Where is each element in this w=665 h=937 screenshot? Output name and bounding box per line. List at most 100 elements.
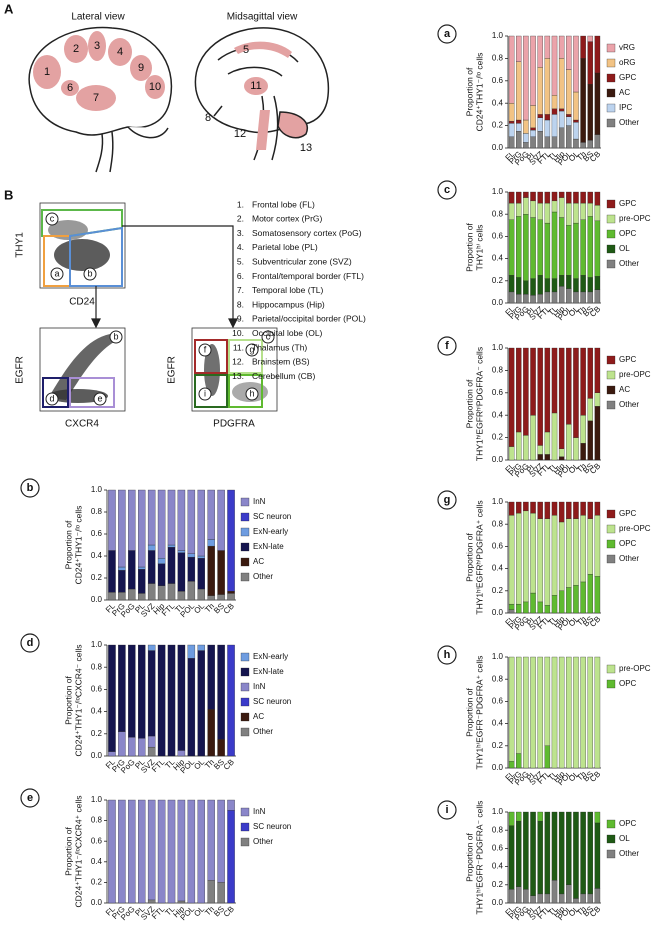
bar-segment (566, 347, 572, 425)
view-title: Lateral view (71, 12, 125, 23)
legend-label: InN (253, 497, 266, 506)
bar-segment (516, 656, 522, 754)
legend-label: ExN-late (253, 542, 284, 551)
bar-segment (580, 893, 586, 904)
bar-segment (147, 650, 156, 737)
bar-segment (530, 136, 536, 149)
legend-label: AC (253, 557, 264, 566)
bar-segment (587, 420, 593, 461)
bar-segment (537, 117, 543, 132)
legend-label: GPC (619, 509, 637, 518)
axis-label: EGFR (15, 356, 26, 384)
bar-segment (558, 58, 565, 109)
bar-segment (580, 347, 586, 416)
bar-segment (551, 95, 558, 109)
bar-segment (508, 825, 515, 890)
bar-segment (544, 222, 551, 279)
bar-segment (558, 286, 565, 304)
bar-segment (544, 501, 551, 519)
bar-segment (594, 822, 601, 889)
bar-segment (594, 392, 601, 407)
region-number: 4. (237, 242, 244, 252)
axis-label: PDGFRA (213, 419, 255, 430)
bar-segment (544, 278, 551, 293)
bar-segment (558, 110, 565, 128)
y-tick-label: 1.0 (91, 795, 103, 804)
bar-segment (594, 191, 601, 206)
legend-label: OL (619, 244, 630, 253)
legend-swatch (240, 697, 250, 707)
bar-segment (558, 811, 565, 895)
stacked-bar-chart: 0.0 0.2 0.4 0.6 0.8 1.0 Proportion of THY1ʰⁱ ce… (437, 180, 651, 322)
panel-circle (437, 336, 457, 356)
stacked-bar-chart: 0.0 0.2 0.4 0.6 0.8 1.0 Proportion of THY1ʰⁱEGF… (437, 800, 639, 922)
legend-label: Other (619, 849, 639, 858)
bar-segment (508, 219, 515, 276)
bar-segment (167, 544, 176, 548)
legend-swatch (240, 527, 250, 537)
y-tick-label: 0.8 (91, 662, 103, 671)
bar-segment (566, 656, 572, 769)
bar-segment (566, 884, 572, 904)
bar-segment (573, 122, 579, 140)
bar-segment (167, 644, 176, 757)
legend-swatch (240, 497, 250, 507)
legend-swatch (606, 509, 616, 519)
x-tick-label: CB (222, 905, 236, 919)
bar-segment (566, 125, 572, 149)
bar-segment (147, 583, 156, 601)
bar-segment (594, 501, 601, 516)
bar-segment (551, 191, 558, 202)
bar-segment (187, 658, 196, 757)
bar-segment (217, 799, 225, 883)
y-tick-label: 0.6 (91, 685, 103, 694)
bar-segment (227, 591, 235, 594)
legend-label: SC neuron (253, 512, 291, 521)
y-tick-label: 0.4 (492, 98, 504, 107)
bar-segment (580, 291, 586, 304)
panel-circle (437, 800, 457, 820)
bar-segment (516, 293, 522, 304)
region-name: Subventricular zone (SVZ) (252, 256, 352, 266)
region-number: 6 (67, 82, 73, 94)
bar-segment (587, 84, 593, 141)
bar-segment (508, 347, 515, 447)
legend-label: SC neuron (253, 697, 291, 706)
bar-segment (207, 595, 215, 601)
legend-swatch (606, 679, 616, 689)
bar-segment (558, 521, 565, 591)
y-axis-title: Proportion of (464, 688, 474, 737)
bar-segment (587, 41, 593, 85)
region-number: 13. (232, 371, 244, 381)
y-tick-label: 0.8 (492, 519, 504, 528)
region-number: 7. (237, 285, 244, 295)
bar-segment (508, 35, 515, 104)
bar-segment (580, 35, 586, 59)
gate-label: b (87, 268, 92, 278)
bar-segment (587, 398, 593, 421)
bar-segment (508, 889, 515, 904)
y-tick-label: 0.6 (91, 836, 103, 845)
y-tick-label: 0.2 (492, 880, 504, 889)
bar-segment (551, 412, 558, 461)
lateral-region-numbers: 1 2 3 4 9 10 6 7 (44, 40, 161, 104)
legend-label: SC neuron (253, 822, 291, 831)
x-tick-label: CB (222, 758, 236, 772)
bar-segment (523, 142, 529, 149)
bar-segment (508, 603, 515, 610)
bar-segment (587, 656, 593, 769)
y-axis-title: CD24⁺THY1⁻/ˡᵒ cells (73, 506, 83, 585)
region-number: 7 (93, 92, 99, 104)
y-axis-title: Proportion of (464, 379, 474, 428)
bar-segment (118, 566, 126, 571)
bar-segment (558, 590, 565, 614)
bar-segment (207, 489, 215, 540)
region-name: Hippocampus (Hip) (252, 299, 325, 309)
legend-swatch (240, 557, 250, 567)
bar-segment (537, 131, 543, 149)
y-tick-label: 0.8 (91, 816, 103, 825)
bar-segment (580, 443, 586, 461)
bar-segment (537, 445, 543, 455)
bar-segment (177, 550, 186, 553)
